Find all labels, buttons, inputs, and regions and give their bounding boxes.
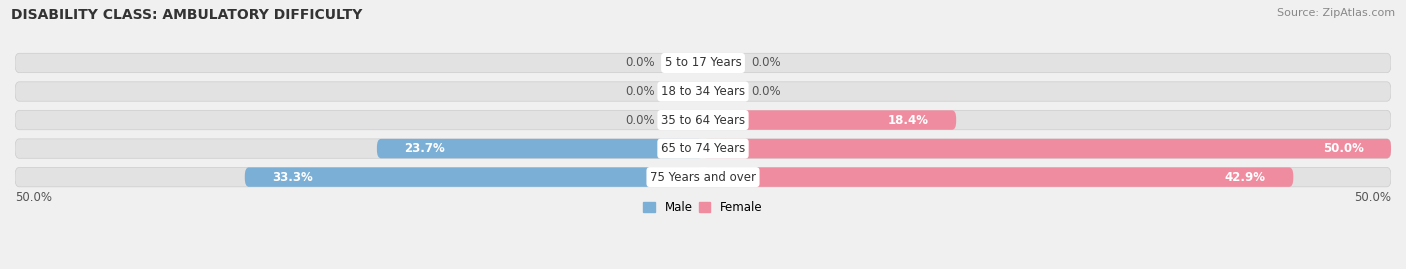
FancyBboxPatch shape: [15, 139, 1391, 158]
FancyBboxPatch shape: [15, 53, 1391, 73]
Text: 65 to 74 Years: 65 to 74 Years: [661, 142, 745, 155]
Text: 35 to 64 Years: 35 to 64 Years: [661, 114, 745, 126]
Text: 0.0%: 0.0%: [626, 114, 655, 126]
Text: 75 Years and over: 75 Years and over: [650, 171, 756, 184]
Text: 0.0%: 0.0%: [751, 85, 780, 98]
Text: 50.0%: 50.0%: [1323, 142, 1364, 155]
Text: 0.0%: 0.0%: [626, 85, 655, 98]
FancyBboxPatch shape: [15, 82, 1391, 101]
Text: 42.9%: 42.9%: [1225, 171, 1265, 184]
Text: 23.7%: 23.7%: [405, 142, 446, 155]
Text: DISABILITY CLASS: AMBULATORY DIFFICULTY: DISABILITY CLASS: AMBULATORY DIFFICULTY: [11, 8, 363, 22]
FancyBboxPatch shape: [15, 167, 1391, 187]
Text: 5 to 17 Years: 5 to 17 Years: [665, 56, 741, 69]
Legend: Male, Female: Male, Female: [638, 196, 768, 219]
Text: 33.3%: 33.3%: [273, 171, 314, 184]
Text: 50.0%: 50.0%: [15, 191, 52, 204]
FancyBboxPatch shape: [703, 167, 1294, 187]
FancyBboxPatch shape: [703, 139, 1391, 158]
Text: 50.0%: 50.0%: [1354, 191, 1391, 204]
FancyBboxPatch shape: [245, 167, 703, 187]
FancyBboxPatch shape: [377, 139, 703, 158]
FancyBboxPatch shape: [703, 110, 956, 130]
Text: 0.0%: 0.0%: [626, 56, 655, 69]
Text: 0.0%: 0.0%: [751, 56, 780, 69]
FancyBboxPatch shape: [15, 110, 1391, 130]
Text: 18 to 34 Years: 18 to 34 Years: [661, 85, 745, 98]
Text: 18.4%: 18.4%: [887, 114, 929, 126]
Text: Source: ZipAtlas.com: Source: ZipAtlas.com: [1277, 8, 1395, 18]
